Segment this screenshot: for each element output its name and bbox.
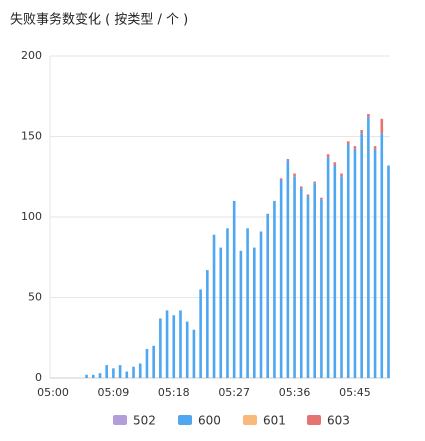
bar — [333, 162, 337, 166]
bar — [299, 188, 303, 378]
legend-label: 603 — [327, 414, 350, 428]
bar — [387, 165, 390, 378]
y-tick-label: 50 — [28, 291, 42, 304]
bar — [152, 345, 155, 378]
x-tick-label: 05:00 — [37, 386, 69, 399]
legend-swatch — [113, 415, 127, 425]
bar — [313, 181, 316, 184]
bar — [299, 186, 303, 189]
bar — [313, 183, 316, 378]
bar — [326, 157, 330, 378]
bar — [212, 234, 216, 378]
x-tick-label: 05:18 — [158, 386, 190, 399]
bar — [360, 133, 363, 378]
bar — [293, 176, 296, 378]
bar — [246, 228, 249, 378]
bar — [259, 231, 263, 378]
bar — [112, 368, 115, 378]
bar — [273, 200, 276, 378]
bar — [199, 289, 202, 378]
bar — [373, 146, 377, 150]
bar — [367, 113, 370, 118]
bar — [239, 250, 243, 378]
y-tick-label: 100 — [21, 210, 42, 223]
bar — [219, 247, 223, 378]
bar — [105, 365, 108, 378]
bar — [179, 310, 182, 378]
bar — [159, 318, 162, 378]
legend-label: 601 — [263, 414, 286, 428]
y-tick-label: 150 — [21, 130, 42, 143]
x-tick-label: 05:36 — [279, 386, 311, 399]
bar — [279, 178, 283, 180]
bar — [340, 173, 343, 177]
bar — [353, 146, 357, 150]
bar — [253, 247, 256, 378]
bar — [165, 310, 169, 378]
bar — [306, 194, 310, 197]
bar — [353, 149, 357, 378]
bar — [373, 149, 377, 378]
bar — [346, 141, 350, 145]
x-tick-label: 05:45 — [339, 386, 371, 399]
bar — [118, 365, 122, 378]
x-tick-label: 05:27 — [218, 386, 250, 399]
bar — [333, 165, 337, 378]
bar — [360, 130, 363, 134]
bar — [293, 173, 296, 177]
bar — [367, 117, 370, 379]
bar — [132, 366, 135, 378]
bar — [226, 228, 229, 378]
bar — [91, 374, 95, 378]
y-tick-label: 0 — [35, 371, 42, 384]
bar — [286, 160, 290, 378]
bar — [279, 179, 283, 378]
legend-swatch — [178, 415, 192, 425]
bar — [266, 213, 270, 378]
bar — [286, 159, 290, 161]
bar — [172, 315, 176, 378]
bar — [125, 371, 129, 378]
legend-label: 600 — [198, 414, 221, 428]
bar — [346, 144, 350, 378]
bar — [145, 349, 149, 378]
bar — [206, 270, 209, 378]
bar — [320, 199, 323, 378]
bar — [380, 133, 384, 378]
bar — [326, 154, 330, 158]
bar — [192, 329, 196, 378]
bar — [98, 373, 102, 378]
bar — [232, 200, 236, 378]
bar — [320, 197, 323, 200]
legend-swatch — [307, 415, 321, 425]
bar — [380, 118, 384, 134]
bar — [340, 176, 343, 378]
chart-title: 失败事务数变化 ( 按类型 / 个 ) — [10, 12, 188, 28]
bar — [85, 374, 88, 378]
bar — [306, 196, 310, 378]
bar — [185, 321, 189, 378]
bar — [138, 363, 142, 378]
legend-label: 502 — [133, 414, 156, 428]
x-tick-label: 05:09 — [98, 386, 130, 399]
legend-swatch — [243, 415, 257, 425]
y-tick-label: 200 — [21, 49, 42, 62]
